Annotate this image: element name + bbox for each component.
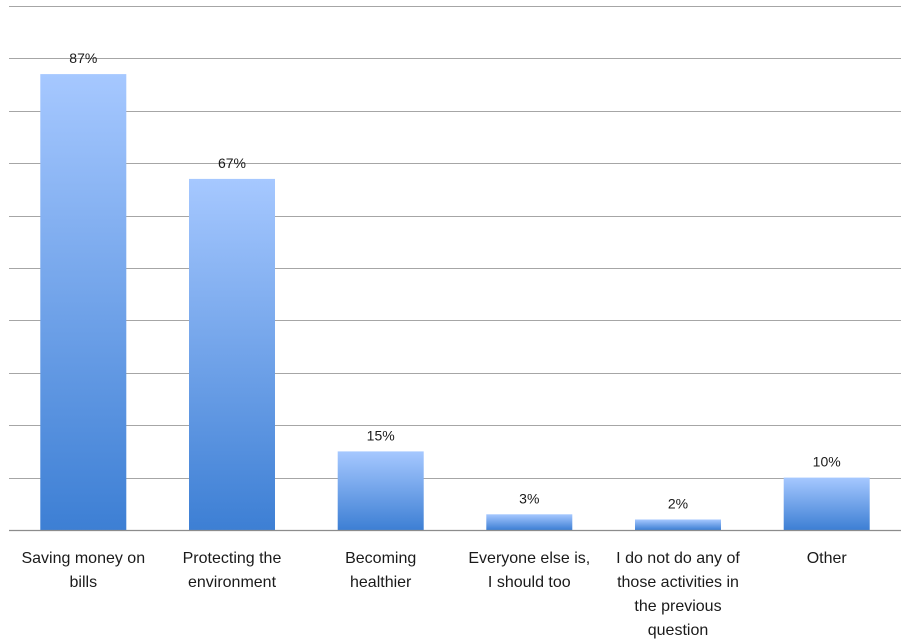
bars (40, 74, 870, 530)
category-label: Other (807, 550, 848, 567)
data-label: 10% (813, 454, 841, 470)
data-label: 2% (668, 496, 688, 512)
bar (635, 519, 721, 530)
bar (40, 74, 127, 530)
category-label: I do not do any of those activities in the… (616, 550, 740, 639)
bar (783, 477, 870, 530)
data-label: 15% (367, 427, 395, 443)
category-label: Becoming healthier (345, 550, 416, 591)
gridlines (9, 6, 901, 479)
bar (337, 451, 424, 530)
data-labels: 87% 67% 15% 3% 2% 10% (69, 50, 840, 511)
bar (486, 514, 573, 530)
bar (189, 178, 275, 530)
category-label: Saving money on bills (21, 550, 145, 591)
data-label: 3% (519, 490, 539, 506)
data-label: 87% (69, 50, 97, 66)
category-label: Everyone else is, I should too (468, 550, 590, 591)
category-label: Protecting the environment (183, 550, 282, 591)
category-labels: Saving money on bills Protecting the enviro… (21, 550, 847, 639)
data-label: 67% (218, 155, 246, 171)
